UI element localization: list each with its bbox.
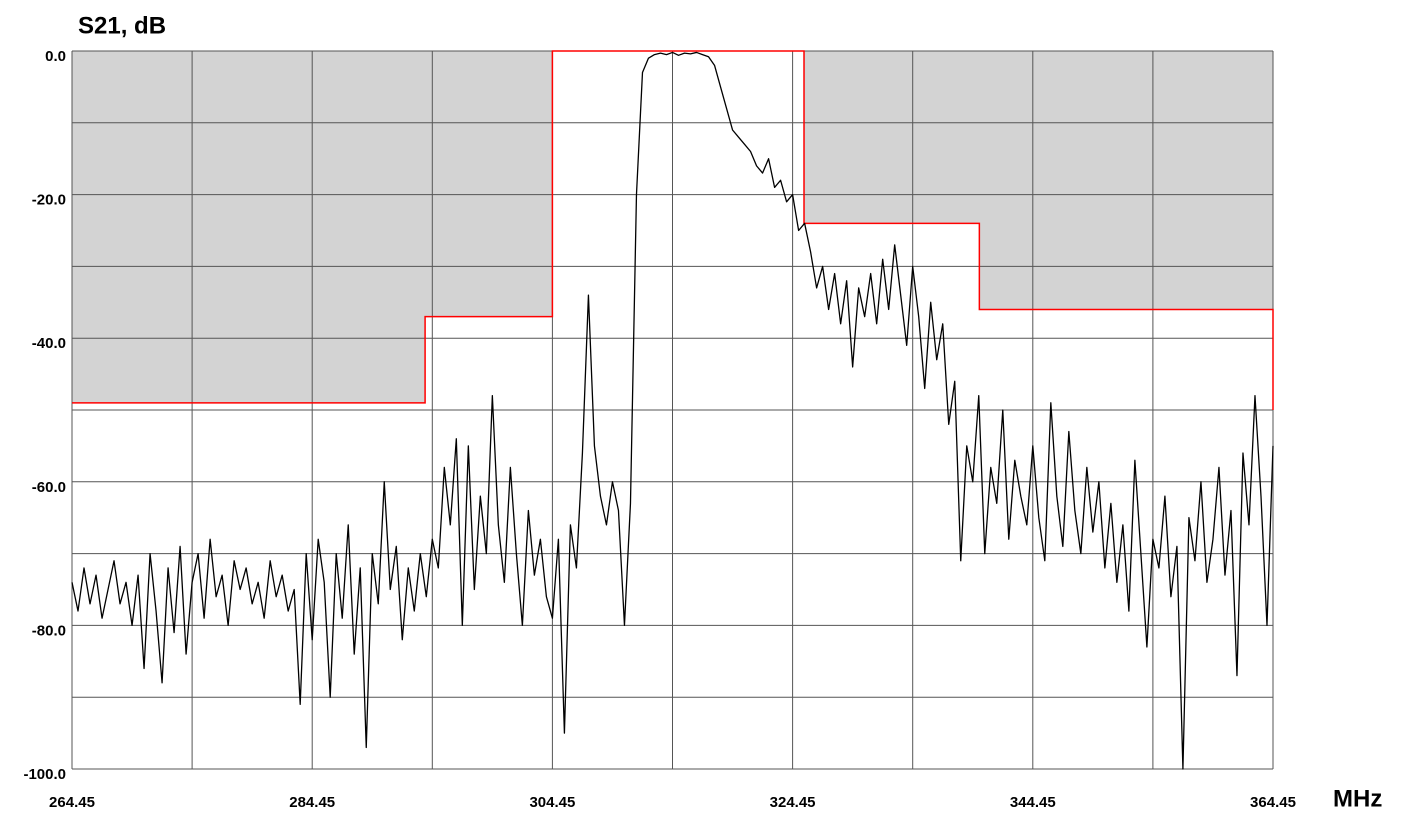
mask-line bbox=[72, 50, 1274, 410]
y-tick-label: -60.0 bbox=[32, 479, 66, 496]
x-tick-label: 284.45 bbox=[289, 794, 335, 811]
trace-line bbox=[71, 51, 1274, 770]
y-tick-label: -20.0 bbox=[32, 192, 66, 209]
y-tick-label: -80.0 bbox=[32, 622, 66, 639]
x-tick-label: 264.45 bbox=[49, 794, 95, 811]
mask-fill bbox=[72, 51, 1273, 410]
x-tick-label: 324.45 bbox=[770, 794, 816, 811]
x-tick-label: 304.45 bbox=[529, 794, 575, 811]
x-tick-label: 344.45 bbox=[1010, 794, 1056, 811]
y-tick-label: 0.0 bbox=[45, 48, 66, 65]
x-tick-label: 364.45 bbox=[1250, 794, 1296, 811]
x-axis-label: MHz bbox=[1333, 785, 1382, 812]
chart-title: S21, dB bbox=[78, 12, 166, 39]
y-tick-label: -40.0 bbox=[32, 335, 66, 352]
y-tick-label: -100.0 bbox=[23, 766, 66, 783]
